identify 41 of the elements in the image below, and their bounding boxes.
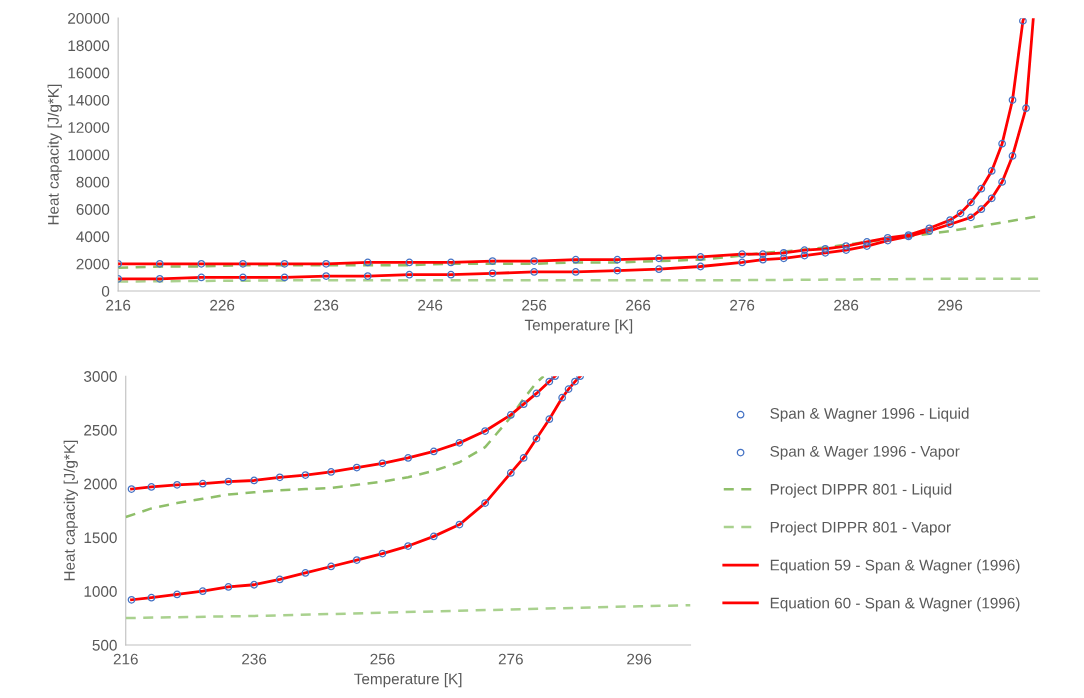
x-tick-label: 216 bbox=[106, 299, 131, 311]
y-tick-label: 4000 bbox=[76, 231, 110, 243]
y-tick-label: 6000 bbox=[76, 204, 110, 215]
x-tick-label: 276 bbox=[498, 653, 523, 665]
y-tick-label: 1500 bbox=[84, 532, 117, 544]
x-tick-label: 246 bbox=[418, 299, 443, 311]
x-tick-label: 226 bbox=[210, 299, 235, 311]
x-tick-label: 236 bbox=[314, 299, 339, 311]
y-tick-label: 8000 bbox=[76, 176, 110, 188]
legend-label: Equation 60 - Span & Wagner (1996) bbox=[770, 597, 1020, 612]
y-tick-label: 18000 bbox=[68, 40, 110, 52]
x-axis-title: Temperature [K] bbox=[524, 319, 633, 334]
y-tick-label: 3000 bbox=[84, 371, 117, 382]
y-tick-label: 20000 bbox=[68, 13, 110, 24]
y-tick-label: 2000 bbox=[76, 258, 110, 270]
legend-label: Project DIPPR 801 - Liquid bbox=[770, 483, 952, 498]
y-tick-label: 14000 bbox=[68, 94, 110, 106]
x-tick-label: 266 bbox=[626, 299, 651, 311]
legend-label: Project DIPPR 801 - Vapor bbox=[770, 521, 951, 536]
y-tick-label: 10000 bbox=[68, 149, 110, 161]
x-tick-label: 236 bbox=[242, 653, 267, 665]
y-tick-label: 16000 bbox=[68, 67, 110, 79]
x-tick-label: 216 bbox=[113, 653, 138, 665]
y-tick-label: 12000 bbox=[68, 122, 110, 133]
legend-label: Equation 59 - Span & Wagner (1996) bbox=[770, 559, 1020, 574]
y-tick-label: 0 bbox=[101, 285, 110, 297]
x-tick-label: 296 bbox=[938, 299, 963, 311]
legend-label: Span & Wager 1996 - Vapor bbox=[770, 445, 960, 460]
y-axis-title: Heat capacity [J/g*K] bbox=[63, 440, 78, 581]
y-tick-label: 2500 bbox=[84, 424, 117, 436]
x-tick-label: 286 bbox=[834, 299, 859, 311]
x-tick-label: 276 bbox=[730, 299, 755, 311]
y-axis-title: Heat capacity [J/g*K] bbox=[47, 84, 62, 225]
x-tick-label: 256 bbox=[370, 653, 395, 665]
y-tick-label: 2000 bbox=[84, 478, 117, 490]
y-tick-label: 500 bbox=[92, 639, 117, 651]
legend-label: Span & Wagner 1996 - Liquid bbox=[770, 407, 969, 422]
x-tick-label: 256 bbox=[522, 299, 547, 311]
x-axis-title: Temperature [K] bbox=[354, 673, 462, 688]
x-tick-label: 296 bbox=[627, 653, 652, 665]
y-tick-label: 1000 bbox=[84, 586, 117, 597]
